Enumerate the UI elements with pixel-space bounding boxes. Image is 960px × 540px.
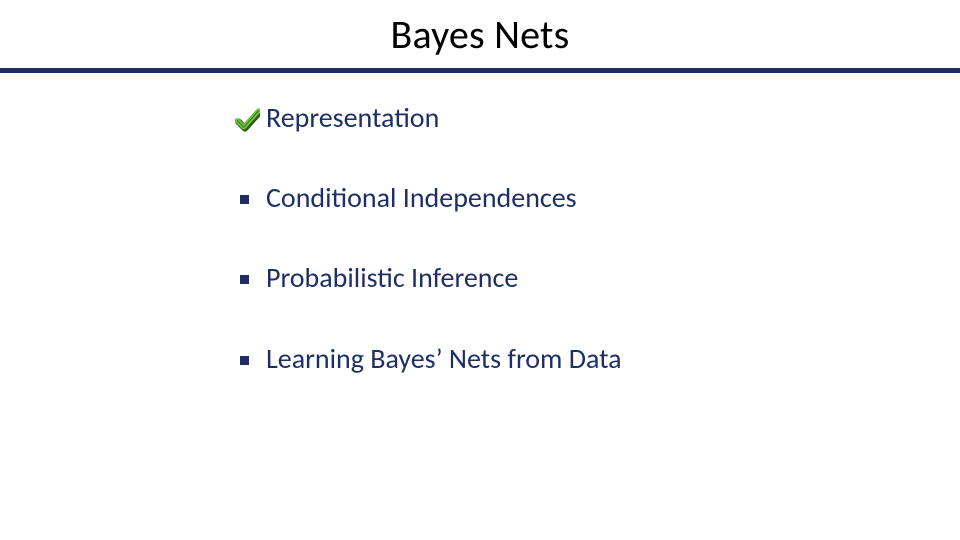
- title-underline: [0, 68, 960, 73]
- square-bullet-icon: [234, 186, 260, 212]
- bullet-list: Representation Conditional Independences…: [234, 102, 864, 375]
- list-item: Conditional Independences: [234, 182, 864, 214]
- list-item: Learning Bayes’ Nets from Data: [234, 343, 864, 375]
- check-icon: [234, 106, 260, 132]
- square-bullet-icon: [234, 347, 260, 373]
- slide: Bayes Nets Representation Conditional In…: [0, 0, 960, 540]
- list-item: Probabilistic Inference: [234, 262, 864, 294]
- list-item-label: Probabilistic Inference: [266, 262, 518, 294]
- square-bullet-icon: [234, 266, 260, 292]
- slide-title: Bayes Nets: [0, 10, 960, 59]
- list-item-label: Learning Bayes’ Nets from Data: [266, 343, 622, 375]
- list-item-label: Representation: [266, 102, 439, 134]
- list-item-label: Conditional Independences: [266, 182, 577, 214]
- list-item: Representation: [234, 102, 864, 134]
